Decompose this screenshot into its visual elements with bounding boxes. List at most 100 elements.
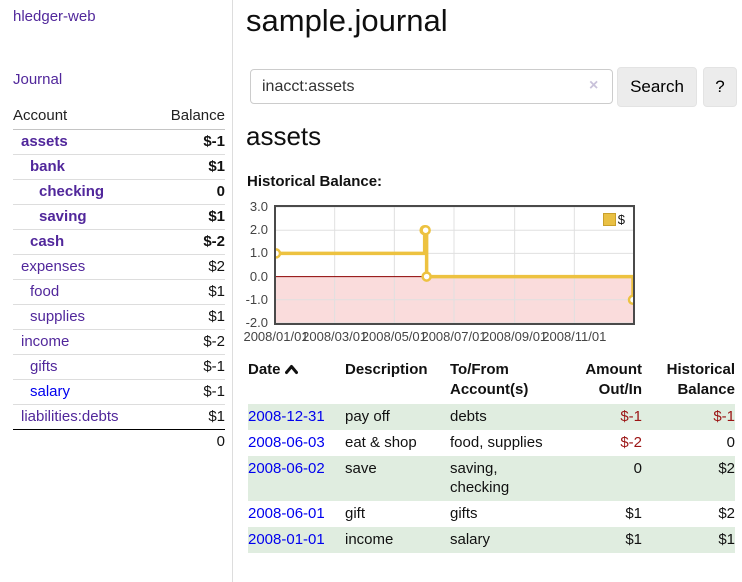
x-axis-tick-label: 2008/01/01 xyxy=(243,329,309,344)
page-title: sample.journal xyxy=(246,3,448,38)
register-header-row: Date Description To/From Account(s) Amou… xyxy=(248,358,735,404)
amount-column-header: Amount Out/In xyxy=(585,361,642,398)
register-table: Date Description To/From Account(s) Amou… xyxy=(248,358,735,553)
account-row: cash $-2 xyxy=(13,229,225,255)
y-axis-tick-label: -2.0 xyxy=(245,315,268,330)
clear-search-icon[interactable]: × xyxy=(589,77,599,94)
account-row: income $-2 xyxy=(13,329,225,355)
date-column-label: Date xyxy=(248,361,281,378)
account-row: expenses $2 xyxy=(13,254,225,280)
x-axis-tick-label: 2008/09/01 xyxy=(482,329,548,344)
transaction-description: income xyxy=(345,527,450,553)
table-row: 2008-01-01 income salary $1 $1 xyxy=(248,527,735,553)
table-row: 2008-06-03 eat & shop food, supplies $-2 0 xyxy=(248,430,735,456)
transaction-amount: $1 xyxy=(625,505,642,522)
help-button[interactable]: ? xyxy=(703,67,737,107)
account-row: supplies $1 xyxy=(13,304,225,330)
account-link-saving[interactable]: saving xyxy=(39,208,87,225)
account-row: food $1 xyxy=(13,279,225,305)
y-axis-tick-label: 2.0 xyxy=(249,222,268,238)
balance-column-header: Historical Balance xyxy=(666,361,735,398)
transaction-balance: $2 xyxy=(642,456,735,501)
x-axis-tick-label: 2008/11/01 xyxy=(542,329,607,344)
transaction-amount: $-1 xyxy=(582,404,642,430)
account-balance: $-1 xyxy=(153,379,225,405)
y-axis-tick-label: 0.0 xyxy=(249,268,268,284)
transaction-accounts: gifts xyxy=(450,505,478,522)
x-axis-tick-label: 2008/07/01 xyxy=(421,329,487,344)
account-link-checking[interactable]: checking xyxy=(39,183,105,200)
transaction-accounts: food, supplies xyxy=(450,434,543,451)
transaction-description: gift xyxy=(345,505,366,522)
account-link-income[interactable]: income xyxy=(21,333,70,350)
account-balance: $-2 xyxy=(153,329,225,355)
transaction-balance: $1 xyxy=(642,527,735,553)
search-button[interactable]: Search xyxy=(617,67,697,107)
account-heading: assets xyxy=(246,121,322,151)
account-link-supplies[interactable]: supplies xyxy=(30,308,86,325)
sort-ascending-icon xyxy=(284,361,298,381)
account-link-cash[interactable]: cash xyxy=(30,233,65,250)
account-balance: $1 xyxy=(153,404,225,430)
description-column-header: Description xyxy=(345,361,428,378)
account-link-food[interactable]: food xyxy=(30,283,60,300)
x-axis-tick-label: 2008/05/01 xyxy=(361,329,427,344)
account-row: saving $1 xyxy=(13,204,225,230)
transaction-description: eat & shop xyxy=(345,434,417,451)
account-row: checking 0 xyxy=(13,179,225,205)
transaction-amount: $-2 xyxy=(620,434,642,451)
account-link-assets[interactable]: assets xyxy=(21,133,68,150)
accounts-total-value: 0 xyxy=(153,429,225,454)
account-balance: $1 xyxy=(153,279,225,305)
account-balance: $2 xyxy=(153,254,225,280)
x-axis-tick-label: 2008/03/01 xyxy=(302,329,368,344)
accounts-table: Account Balance assets $-1 bank $1 checking 0… xyxy=(13,103,225,454)
transaction-balance: 0 xyxy=(726,434,735,451)
transaction-date-link[interactable]: 2008-06-01 xyxy=(248,505,325,522)
account-row: liabilities:debts $1 xyxy=(13,404,225,430)
transaction-accounts: saving, checking xyxy=(450,456,582,501)
account-link-bank[interactable]: bank xyxy=(30,158,66,175)
account-row: salary $-1 xyxy=(13,379,225,405)
historical-balance-chart[interactable]: $ xyxy=(274,205,635,325)
y-axis-tick-label: 3.0 xyxy=(249,199,268,214)
transaction-description: save xyxy=(345,456,450,501)
transaction-balance: $2 xyxy=(718,505,735,522)
balance-column-header: Balance xyxy=(153,103,225,130)
account-balance: $1 xyxy=(153,204,225,230)
account-balance: $1 xyxy=(153,304,225,330)
account-row: assets $-1 xyxy=(13,130,225,155)
transaction-amount: 0 xyxy=(582,456,642,501)
accounts-table-header: Account Balance xyxy=(13,103,225,130)
table-row: 2008-06-01 gift gifts $1 $2 xyxy=(248,501,735,527)
transaction-date-link[interactable]: 2008-01-01 xyxy=(248,531,325,548)
account-balance: $-1 xyxy=(153,354,225,380)
chart-plot-area xyxy=(276,207,633,323)
account-link-gifts[interactable]: gifts xyxy=(30,358,58,375)
account-row: bank $1 xyxy=(13,154,225,180)
sidebar-item-journal[interactable]: Journal xyxy=(13,71,63,88)
accounts-column-header: Account xyxy=(13,103,154,130)
search-input[interactable] xyxy=(250,69,613,104)
sidebar: hledger-web Journal Account Balance asse… xyxy=(0,0,233,582)
transaction-date-link[interactable]: 2008-06-02 xyxy=(248,460,325,477)
account-balance: $1 xyxy=(153,154,225,180)
chart-title: Historical Balance: xyxy=(247,173,383,190)
transaction-amount: $1 xyxy=(582,527,642,553)
table-row: 2008-12-31 pay off debts $-1 $-1 xyxy=(248,404,735,430)
transaction-accounts: debts xyxy=(450,404,582,430)
transaction-balance: $-1 xyxy=(642,404,735,430)
table-row: 2008-06-02 save saving, checking 0 $2 xyxy=(248,456,735,501)
account-link-liabilities-debts[interactable]: liabilities:debts xyxy=(21,408,119,425)
app-brand-link[interactable]: hledger-web xyxy=(13,8,96,25)
legend-label: $ xyxy=(617,212,625,227)
legend-swatch-icon xyxy=(602,213,616,226)
date-column-header[interactable]: Date xyxy=(248,358,345,404)
transaction-date-link[interactable]: 2008-12-31 xyxy=(248,408,325,425)
chart-legend: $ xyxy=(600,211,627,228)
transaction-date-link[interactable]: 2008-06-03 xyxy=(248,434,325,451)
account-row: gifts $-1 xyxy=(13,354,225,380)
account-balance: 0 xyxy=(153,179,225,205)
account-link-expenses[interactable]: expenses xyxy=(21,258,86,275)
account-link-salary[interactable]: salary xyxy=(30,383,71,400)
